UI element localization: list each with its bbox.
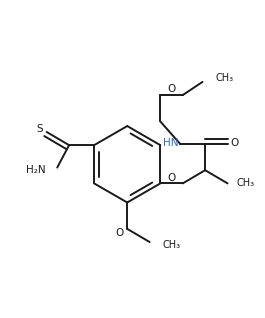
Text: HN: HN: [163, 137, 179, 148]
Text: O: O: [115, 228, 123, 238]
Text: H₂N: H₂N: [26, 165, 45, 175]
Text: CH₃: CH₃: [163, 240, 181, 250]
Text: S: S: [37, 124, 43, 134]
Text: CH₃: CH₃: [216, 73, 234, 83]
Text: O: O: [231, 137, 239, 148]
Text: O: O: [167, 173, 176, 183]
Text: CH₃: CH₃: [237, 178, 255, 188]
Text: O: O: [167, 84, 176, 94]
